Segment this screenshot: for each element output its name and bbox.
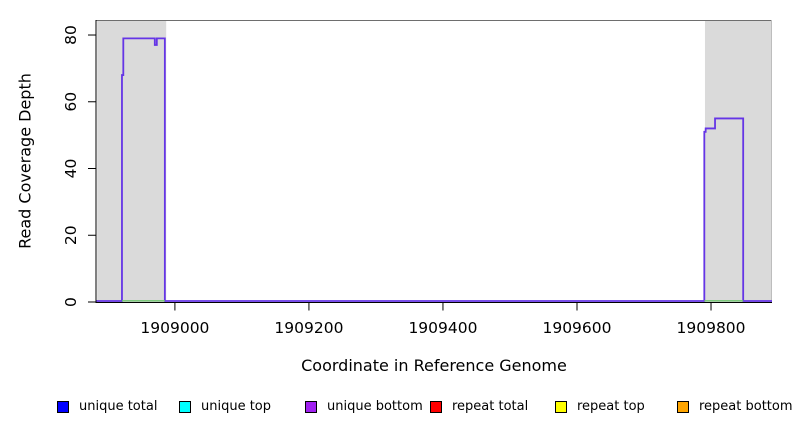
repeat-total-swatch-icon (430, 401, 442, 413)
svg-text:1909600: 1909600 (542, 319, 611, 337)
legend-label: repeat bottom (699, 399, 792, 414)
svg-text:0: 0 (62, 297, 80, 307)
svg-text:40: 40 (62, 159, 80, 179)
unique-bottom-swatch-icon (305, 401, 317, 413)
legend-label: unique top (201, 399, 272, 414)
axes (88, 20, 772, 311)
legend-item-unique-total: unique total (57, 399, 157, 415)
legend: unique total unique top unique bottom re… (0, 399, 792, 417)
y-tick-labels: 0 20 40 60 80 (62, 25, 80, 307)
unique-total-swatch-icon (57, 401, 69, 413)
legend-label: repeat top (577, 399, 645, 414)
x-axis-title: Coordinate in Reference Genome (301, 356, 567, 375)
legend-item-repeat-bottom: repeat bottom (677, 399, 792, 415)
svg-text:1909200: 1909200 (274, 319, 343, 337)
repeat-bottom-swatch-icon (677, 401, 689, 413)
svg-text:1909800: 1909800 (677, 319, 746, 337)
unique-coverage-line (96, 37, 772, 302)
svg-text:1909400: 1909400 (408, 319, 477, 337)
x-tick-labels: 1909000 1909200 1909400 1909600 1909800 (140, 319, 745, 337)
legend-item-unique-top: unique top (179, 399, 271, 415)
legend-item-repeat-top: repeat top (555, 399, 645, 415)
svg-text:80: 80 (62, 25, 80, 45)
svg-text:20: 20 (62, 225, 80, 245)
legend-item-unique-bottom: unique bottom (305, 399, 423, 415)
legend-label: repeat total (452, 399, 529, 414)
legend-label: unique total (79, 399, 158, 414)
svg-text:60: 60 (62, 92, 80, 112)
repeat-top-swatch-icon (555, 401, 567, 413)
highlight-bands (97, 20, 772, 302)
y-axis-title: Read Coverage Depth (15, 73, 35, 249)
svg-text:1909000: 1909000 (140, 319, 209, 337)
legend-label: unique bottom (327, 399, 423, 414)
unique-top-swatch-icon (179, 401, 191, 413)
legend-item-repeat-total: repeat total (430, 399, 528, 415)
